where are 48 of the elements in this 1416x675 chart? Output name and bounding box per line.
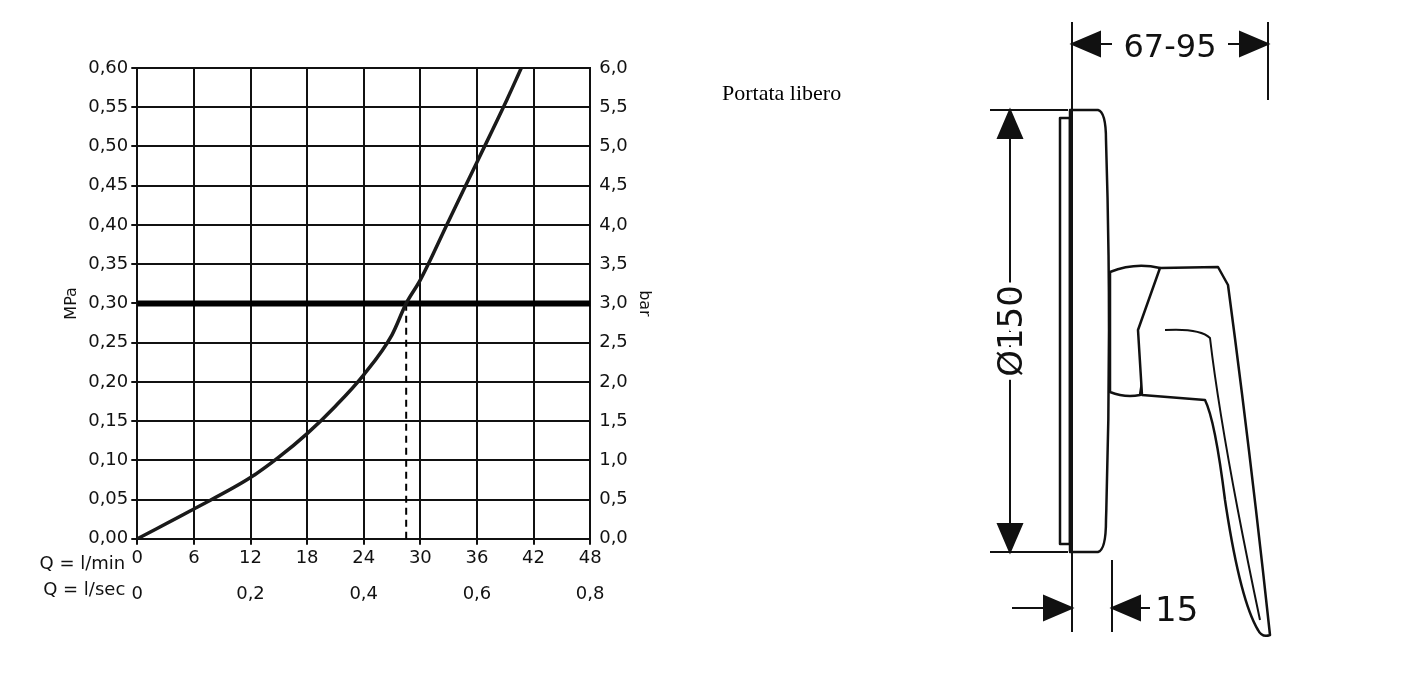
y2-tick-label: 0,0 <box>599 526 628 548</box>
y2-tick-label: 0,5 <box>599 487 628 509</box>
y-tick-label: 0,30 <box>88 291 129 313</box>
y-tick-label: 0,60 <box>88 55 129 77</box>
y-tick-label: 0,20 <box>88 369 129 391</box>
y2-tick-label: 6,0 <box>599 55 628 77</box>
text: Ø150 <box>990 285 1030 377</box>
text: 15 <box>1155 589 1199 629</box>
y-tick-label: 0,00 <box>88 526 129 548</box>
text: Portata libero <box>722 80 842 106</box>
y-tick-label: 0,15 <box>88 408 129 430</box>
x2-tick-label: 0 <box>131 581 143 603</box>
x-tick-label: 18 <box>295 546 319 568</box>
y2-tick-label: 4,0 <box>599 212 628 234</box>
x-tick-label: 12 <box>239 546 262 568</box>
y-tick-label: 0,35 <box>88 251 129 273</box>
y2-tick-label: 5,5 <box>599 94 628 116</box>
y-tick-label: 0,55 <box>88 94 129 116</box>
y2-axis-title: bar <box>636 290 656 318</box>
y2-tick-label: 2,0 <box>599 369 628 391</box>
y2-tick-label: 1,5 <box>599 408 628 430</box>
x-axis-title: Q = l/min <box>39 552 126 574</box>
y2-tick-label: 1,0 <box>599 448 628 470</box>
x-tick-label: 42 <box>522 546 546 568</box>
y-axis-title: MPa <box>60 287 80 320</box>
x-tick-label: 0 <box>131 546 143 568</box>
y2-tick-label: 3,5 <box>599 251 628 273</box>
y-tick-label: 0,40 <box>88 212 129 234</box>
y2-tick-label: 4,5 <box>599 173 628 195</box>
y-tick-label: 0,45 <box>88 173 129 195</box>
text: 67-95 <box>1123 27 1217 65</box>
x-tick-label: 48 <box>578 546 602 568</box>
y2-tick-label: 3,0 <box>599 291 628 313</box>
y-tick-label: 0,10 <box>88 448 129 470</box>
x-tick-label: 30 <box>408 546 432 568</box>
x2-tick-label: 0,4 <box>349 581 379 603</box>
x2-axis-title: Q = l/sec <box>43 578 126 600</box>
x2-tick-label: 0,6 <box>462 581 492 603</box>
y2-tick-label: 5,0 <box>599 134 628 156</box>
y2-tick-label: 2,5 <box>599 330 628 352</box>
x-tick-label: 24 <box>352 546 376 568</box>
y-tick-label: 0,05 <box>88 487 129 509</box>
x-tick-label: 36 <box>465 546 489 568</box>
x-tick-label: 6 <box>188 546 200 568</box>
x2-tick-label: 0,2 <box>236 581 265 603</box>
y-tick-label: 0,25 <box>88 330 129 352</box>
y-tick-label: 0,50 <box>88 134 129 156</box>
x2-tick-label: 0,8 <box>575 581 605 603</box>
